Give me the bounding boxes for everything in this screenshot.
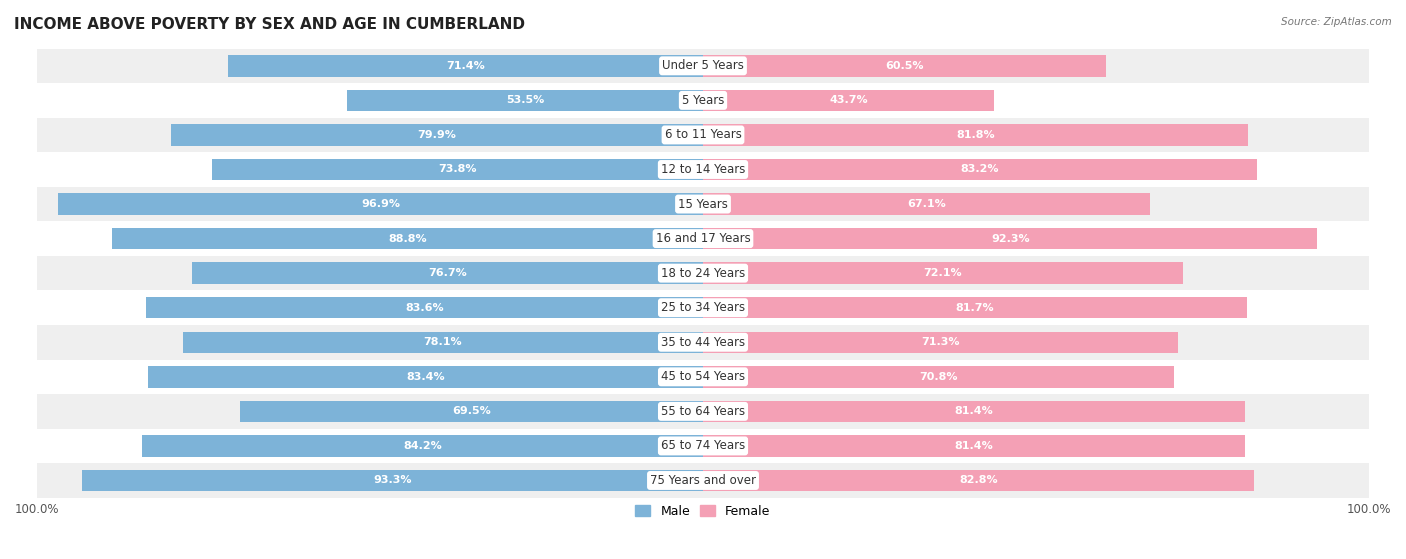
Text: 15 Years: 15 Years: [678, 197, 728, 211]
Bar: [82, 470, 703, 491]
Text: Under 5 Years: Under 5 Years: [662, 59, 744, 72]
Bar: [37, 291, 1369, 325]
Text: 81.8%: 81.8%: [956, 130, 994, 140]
Bar: [703, 435, 1244, 457]
Text: 5 Years: 5 Years: [682, 94, 724, 107]
Text: 92.3%: 92.3%: [991, 234, 1029, 244]
Bar: [703, 470, 1254, 491]
Bar: [703, 89, 994, 111]
Text: 83.4%: 83.4%: [406, 372, 444, 382]
Bar: [58, 193, 703, 215]
Text: 60.5%: 60.5%: [886, 61, 924, 71]
Bar: [37, 463, 1369, 498]
Text: 93.3%: 93.3%: [373, 476, 412, 485]
Bar: [703, 366, 1174, 387]
Text: 78.1%: 78.1%: [423, 337, 463, 347]
Text: 79.9%: 79.9%: [418, 130, 457, 140]
Text: 16 and 17 Years: 16 and 17 Years: [655, 232, 751, 245]
Bar: [703, 401, 1244, 422]
Bar: [37, 325, 1369, 359]
Bar: [148, 366, 703, 387]
Text: 53.5%: 53.5%: [506, 96, 544, 106]
Text: 83.2%: 83.2%: [960, 164, 1000, 174]
Bar: [37, 187, 1369, 221]
Text: 72.1%: 72.1%: [924, 268, 962, 278]
Bar: [37, 152, 1369, 187]
Bar: [703, 193, 1150, 215]
Text: 81.4%: 81.4%: [955, 441, 993, 451]
Text: Source: ZipAtlas.com: Source: ZipAtlas.com: [1281, 17, 1392, 27]
Text: 25 to 34 Years: 25 to 34 Years: [661, 301, 745, 314]
Legend: Male, Female: Male, Female: [630, 500, 776, 523]
Bar: [146, 297, 703, 319]
Bar: [228, 55, 703, 77]
Text: 35 to 44 Years: 35 to 44 Years: [661, 336, 745, 349]
Bar: [703, 55, 1105, 77]
Text: 12 to 14 Years: 12 to 14 Years: [661, 163, 745, 176]
Text: 69.5%: 69.5%: [453, 406, 491, 416]
Text: 73.8%: 73.8%: [439, 164, 477, 174]
Bar: [37, 394, 1369, 429]
Bar: [347, 89, 703, 111]
Bar: [37, 117, 1369, 152]
Bar: [37, 83, 1369, 117]
Text: 65 to 74 Years: 65 to 74 Years: [661, 439, 745, 452]
Bar: [703, 159, 1257, 180]
Text: 6 to 11 Years: 6 to 11 Years: [665, 129, 741, 141]
Text: 84.2%: 84.2%: [404, 441, 441, 451]
Bar: [37, 256, 1369, 291]
Bar: [212, 159, 703, 180]
Text: 75 Years and over: 75 Years and over: [650, 474, 756, 487]
Text: 55 to 64 Years: 55 to 64 Years: [661, 405, 745, 418]
Bar: [37, 359, 1369, 394]
Text: 43.7%: 43.7%: [830, 96, 868, 106]
Text: 83.6%: 83.6%: [405, 303, 444, 312]
Bar: [142, 435, 703, 457]
Bar: [112, 228, 703, 249]
Bar: [172, 124, 703, 146]
Text: 96.9%: 96.9%: [361, 199, 399, 209]
Bar: [240, 401, 703, 422]
Bar: [703, 262, 1182, 284]
Text: 88.8%: 88.8%: [388, 234, 426, 244]
Text: 71.4%: 71.4%: [446, 61, 485, 71]
Text: 45 to 54 Years: 45 to 54 Years: [661, 370, 745, 383]
Text: 76.7%: 76.7%: [429, 268, 467, 278]
Text: INCOME ABOVE POVERTY BY SEX AND AGE IN CUMBERLAND: INCOME ABOVE POVERTY BY SEX AND AGE IN C…: [14, 17, 524, 32]
Bar: [37, 429, 1369, 463]
Bar: [37, 49, 1369, 83]
Text: 71.3%: 71.3%: [921, 337, 959, 347]
Bar: [703, 297, 1247, 319]
Bar: [703, 228, 1317, 249]
Bar: [37, 221, 1369, 256]
Text: 70.8%: 70.8%: [920, 372, 957, 382]
Text: 82.8%: 82.8%: [959, 476, 998, 485]
Bar: [193, 262, 703, 284]
Bar: [183, 331, 703, 353]
Text: 81.7%: 81.7%: [956, 303, 994, 312]
Bar: [703, 331, 1178, 353]
Text: 67.1%: 67.1%: [907, 199, 946, 209]
Text: 81.4%: 81.4%: [955, 406, 993, 416]
Bar: [703, 124, 1247, 146]
Text: 18 to 24 Years: 18 to 24 Years: [661, 267, 745, 280]
